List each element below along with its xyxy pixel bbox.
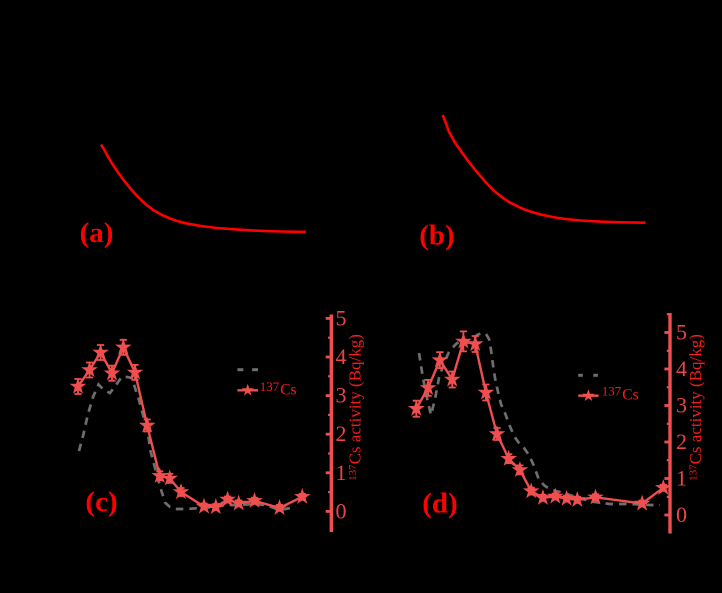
svg-text:5: 5 [336,305,347,330]
svg-text:137Cs activity (Bq/kg): 137Cs activity (Bq/kg) [686,334,705,481]
svg-text:0: 0 [676,502,687,527]
svg-text:137Cs activity (Bq/kg): 137Cs activity (Bq/kg) [346,334,365,481]
svg-text:Cs: Cs [280,382,296,399]
svg-text:1: 1 [676,466,687,491]
svg-text:Cs: Cs [622,387,638,404]
svg-text:2: 2 [336,421,347,446]
svg-text:0: 0 [336,498,347,523]
svg-text:137: 137 [602,384,622,399]
svg-text:2: 2 [676,429,687,454]
svg-text:4: 4 [336,344,347,369]
svg-text:1: 1 [336,460,347,485]
svg-text:(c): (c) [85,486,117,518]
svg-text:137: 137 [260,379,280,394]
svg-text:4: 4 [676,356,687,381]
svg-text:3: 3 [336,383,347,408]
svg-text:3: 3 [676,393,687,418]
svg-text:5: 5 [676,320,687,345]
svg-text:(d): (d) [422,488,457,520]
svg-text:(b): (b) [419,220,454,252]
svg-text:(a): (a) [80,217,114,249]
